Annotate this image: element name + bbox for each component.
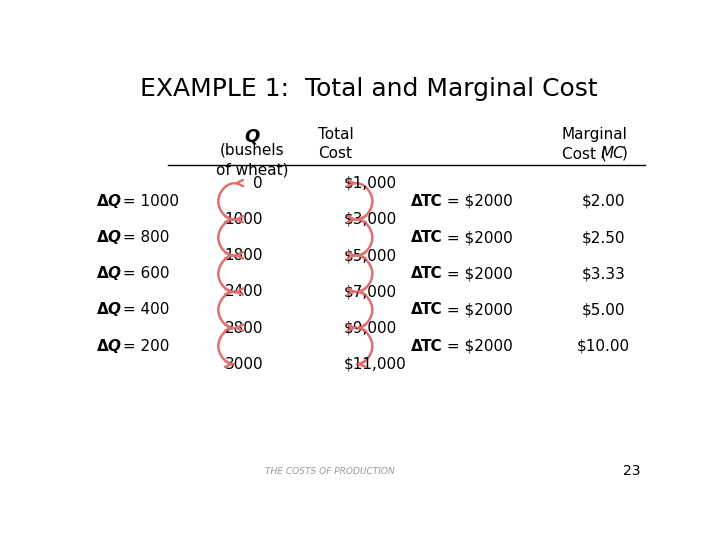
Text: $5.00: $5.00 [582, 302, 625, 318]
Text: 0: 0 [253, 176, 263, 191]
Text: $10.00: $10.00 [577, 339, 630, 354]
Text: Δ: Δ [97, 194, 109, 209]
Text: EXAMPLE 1:  Total and Marginal Cost: EXAMPLE 1: Total and Marginal Cost [140, 77, 598, 102]
Text: Q: Q [107, 302, 120, 318]
Text: Δ: Δ [97, 302, 109, 318]
Text: TC: TC [421, 339, 443, 354]
Text: $2.50: $2.50 [582, 230, 625, 245]
Text: Δ: Δ [411, 302, 423, 318]
Text: Q: Q [244, 127, 259, 145]
Text: $11,000: $11,000 [344, 357, 407, 372]
Text: MC: MC [600, 146, 624, 161]
Text: TC: TC [421, 194, 443, 209]
Text: = $2000: = $2000 [441, 266, 513, 281]
Text: $5,000: $5,000 [344, 248, 397, 263]
Text: 23: 23 [623, 464, 640, 478]
Text: = 200: = 200 [119, 339, 170, 354]
Text: Q: Q [107, 230, 120, 245]
Text: Δ: Δ [411, 194, 423, 209]
Text: = 1000: = 1000 [119, 194, 179, 209]
Text: Q: Q [107, 266, 120, 281]
Text: ): ) [622, 146, 629, 161]
Text: Q: Q [107, 339, 120, 354]
Text: $3.33: $3.33 [582, 266, 625, 281]
Text: $1,000: $1,000 [344, 176, 397, 191]
Text: TC: TC [421, 266, 443, 281]
Text: Δ: Δ [411, 230, 423, 245]
Text: $7,000: $7,000 [344, 285, 397, 299]
Text: $9,000: $9,000 [344, 321, 397, 335]
Text: Marginal
Cost (: Marginal Cost ( [562, 127, 627, 161]
Text: 3000: 3000 [225, 357, 263, 372]
Text: = 800: = 800 [119, 230, 170, 245]
Text: 1800: 1800 [225, 248, 263, 263]
Text: Δ: Δ [411, 339, 423, 354]
Text: = 400: = 400 [119, 302, 170, 318]
Text: TC: TC [421, 230, 443, 245]
Text: 2800: 2800 [225, 321, 263, 335]
Text: THE COSTS OF PRODUCTION: THE COSTS OF PRODUCTION [265, 467, 395, 476]
Text: (bushels
of wheat): (bushels of wheat) [215, 143, 288, 177]
Text: $3,000: $3,000 [344, 212, 397, 227]
Text: Δ: Δ [411, 266, 423, 281]
Text: $2.00: $2.00 [582, 194, 625, 209]
Text: = $2000: = $2000 [441, 194, 513, 209]
Text: Δ: Δ [97, 266, 109, 281]
Text: 2400: 2400 [225, 285, 263, 299]
Text: = $2000: = $2000 [441, 339, 513, 354]
Text: TC: TC [421, 302, 443, 318]
Text: = $2000: = $2000 [441, 302, 513, 318]
Text: = 600: = 600 [119, 266, 170, 281]
Text: Total
Cost: Total Cost [318, 127, 354, 161]
Text: Δ: Δ [97, 230, 109, 245]
Text: Δ: Δ [97, 339, 109, 354]
Text: = $2000: = $2000 [441, 230, 513, 245]
Text: Q: Q [107, 194, 120, 209]
Text: 1000: 1000 [225, 212, 263, 227]
